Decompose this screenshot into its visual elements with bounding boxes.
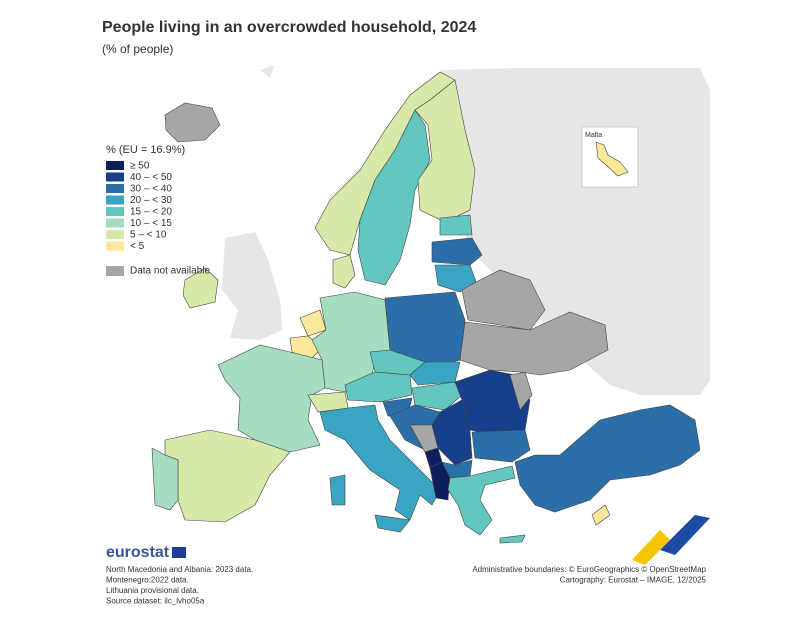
island (260, 65, 275, 78)
estonia (439, 214, 473, 236)
notes: North Macedonia and Albania: 2023 data. M… (106, 565, 253, 606)
note: Lithuania provisional data. (106, 586, 199, 595)
portugal (151, 447, 179, 511)
legend-label: 20 – < 30 (130, 195, 172, 206)
credits: Administrative boundaries: © EuroGeograp… (472, 565, 706, 585)
legend-swatch (106, 241, 124, 251)
countries (151, 71, 701, 544)
legend-swatch (106, 218, 124, 228)
legend-label: < 5 (130, 241, 145, 252)
credit: Administrative boundaries: © EuroGeograp… (472, 565, 706, 574)
legend-swatch (106, 184, 124, 193)
legend-swatch (106, 207, 124, 216)
eu-flag (172, 547, 186, 558)
france (217, 344, 326, 453)
title: People living in an overcrowded househol… (102, 19, 476, 36)
italy (319, 404, 441, 533)
logo-stripe (632, 530, 670, 565)
legend-swatch (106, 230, 124, 239)
russia (440, 68, 710, 395)
austria (344, 371, 413, 403)
bulgaria (471, 429, 531, 463)
legend-label: 40 – < 50 (130, 172, 172, 183)
legend-label: 5 – < 10 (130, 230, 167, 241)
note: Source dataset: ilc_lvho05a (106, 597, 205, 606)
subtitle: (% of people) (102, 42, 173, 56)
legend-label: 15 – < 20 (130, 207, 172, 218)
brand: eurostat (106, 544, 170, 561)
legend-label: Data not available (130, 266, 210, 277)
iceland (164, 102, 221, 143)
legend-swatch (106, 161, 124, 170)
legend-swatch (106, 195, 124, 205)
legend-title: % (EU = 16.9%) (106, 144, 185, 156)
logo-stripe (660, 515, 710, 555)
cyprus (591, 504, 611, 526)
turkey (514, 404, 701, 513)
malta-inset: Malta (581, 126, 639, 188)
legend-label: ≥ 50 (130, 161, 150, 172)
belarus (461, 269, 546, 331)
credit: Cartography: Eurostat – IMAGE, 12/2025 (560, 576, 707, 585)
ireland (182, 267, 219, 309)
inset-label: Malta (585, 132, 602, 139)
denmark (332, 254, 356, 289)
latvia (431, 237, 483, 266)
slovakia (409, 361, 461, 386)
malta (595, 141, 629, 177)
note: North Macedonia and Albania: 2023 data. (106, 565, 253, 574)
united-kingdom (222, 232, 282, 340)
background-land (222, 65, 710, 395)
legend-swatch (106, 172, 124, 182)
serbia (431, 399, 473, 466)
legend-label: 30 – < 40 (130, 184, 172, 195)
moldova (509, 371, 533, 411)
ukraine (459, 311, 609, 376)
north-macedonia (441, 459, 473, 479)
sweden (357, 109, 431, 286)
hungary (411, 381, 463, 411)
note: Montenegro:2022 data. (106, 576, 189, 585)
decoration (632, 515, 710, 565)
legend-swatch (106, 266, 124, 276)
legend-label: 10 – < 15 (130, 218, 172, 229)
greece (447, 465, 526, 544)
